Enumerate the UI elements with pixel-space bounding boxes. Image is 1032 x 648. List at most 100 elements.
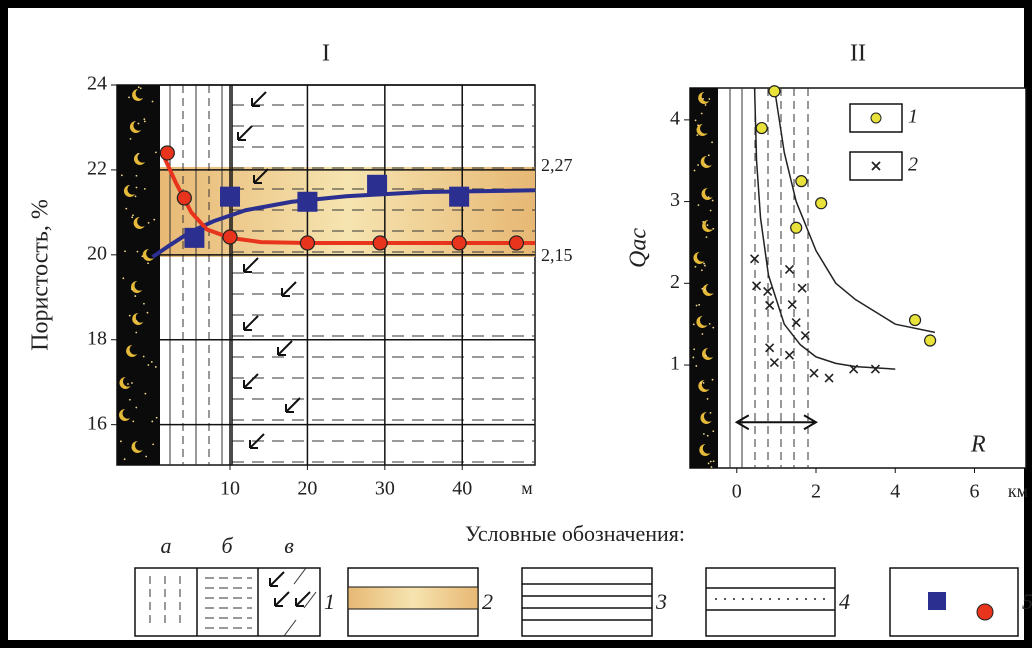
star <box>711 466 713 468</box>
legend-dot <box>805 598 807 600</box>
data-point <box>223 230 237 244</box>
star <box>155 151 157 153</box>
star <box>712 228 714 230</box>
legend-dot <box>742 598 744 600</box>
x-tick-label: 20 <box>297 478 317 500</box>
legend-dot <box>724 598 726 600</box>
star <box>120 440 122 442</box>
star <box>129 315 131 317</box>
star <box>703 382 705 384</box>
star <box>156 417 158 419</box>
star <box>698 304 700 306</box>
star <box>712 327 714 329</box>
star <box>124 250 126 252</box>
y-tick-label: 3 <box>670 189 680 211</box>
star <box>705 104 707 106</box>
data-point <box>796 176 807 187</box>
legend-dot <box>787 598 789 600</box>
y-tick-label: 22 <box>87 158 107 180</box>
star <box>152 101 154 103</box>
star <box>135 332 137 334</box>
legend-circle <box>977 604 993 620</box>
legend-dot <box>715 598 717 600</box>
star <box>704 164 706 166</box>
star <box>129 399 131 401</box>
legend-sublabel: в <box>284 533 294 558</box>
star <box>698 204 700 206</box>
star <box>710 412 712 414</box>
star <box>124 458 126 460</box>
star <box>137 153 139 155</box>
legend-dot <box>760 598 762 600</box>
star <box>708 98 710 100</box>
x-tick-label: 2 <box>811 481 821 503</box>
star <box>151 421 153 423</box>
panel-title: I <box>322 41 330 67</box>
star <box>138 86 140 88</box>
star <box>712 200 714 202</box>
star <box>137 251 139 253</box>
x-tick-label: 4 <box>890 481 900 503</box>
star <box>703 263 705 265</box>
star <box>702 333 704 335</box>
star <box>696 134 698 136</box>
data-point <box>756 123 767 134</box>
star <box>136 175 138 177</box>
legend-dot <box>778 598 780 600</box>
star <box>695 365 697 367</box>
star <box>702 221 704 223</box>
legend-dot <box>733 598 735 600</box>
star <box>695 120 697 122</box>
star <box>695 266 697 268</box>
legend-dot <box>823 598 825 600</box>
star <box>700 382 702 384</box>
star <box>132 214 134 216</box>
star <box>708 154 710 156</box>
legend-band <box>348 587 478 609</box>
star <box>144 121 146 123</box>
legend-sublabel: б <box>221 533 233 558</box>
star <box>131 216 133 218</box>
star <box>152 444 154 446</box>
star <box>122 277 124 279</box>
legend-number: 4 <box>839 589 850 614</box>
data-point <box>177 191 191 205</box>
legend-dot <box>769 598 771 600</box>
star <box>147 364 149 366</box>
star <box>148 222 150 224</box>
legend-title: Условные обозначения: <box>465 521 685 546</box>
star <box>153 219 155 221</box>
legend-number: 5 <box>1022 589 1032 614</box>
x-tick-label: 40 <box>452 478 472 500</box>
legend-dot <box>751 598 753 600</box>
legend-box <box>522 568 652 636</box>
legend-label: 2 <box>908 154 918 176</box>
star <box>143 118 145 120</box>
y-axis-label: Пористость, % <box>28 199 54 351</box>
star <box>143 303 145 305</box>
star <box>712 430 714 432</box>
star <box>710 210 712 212</box>
star <box>140 87 142 89</box>
star <box>136 187 138 189</box>
legend-number: 2 <box>482 589 493 614</box>
star <box>136 320 138 322</box>
star <box>127 383 129 385</box>
star <box>694 170 696 172</box>
star <box>704 265 706 267</box>
star <box>707 398 709 400</box>
star <box>712 379 714 381</box>
star <box>135 407 137 409</box>
star <box>135 196 137 198</box>
star <box>121 174 123 176</box>
y-tick-label: 20 <box>87 242 107 264</box>
data-point <box>449 187 469 207</box>
annotation: R <box>970 432 986 458</box>
star <box>713 460 715 462</box>
page: 161820222410203040мIПористость, %2,272,1… <box>0 0 1032 648</box>
star <box>697 124 699 126</box>
star <box>125 208 127 210</box>
rock-column <box>690 88 718 468</box>
star <box>145 456 147 458</box>
band-label: 2,27 <box>541 155 573 175</box>
